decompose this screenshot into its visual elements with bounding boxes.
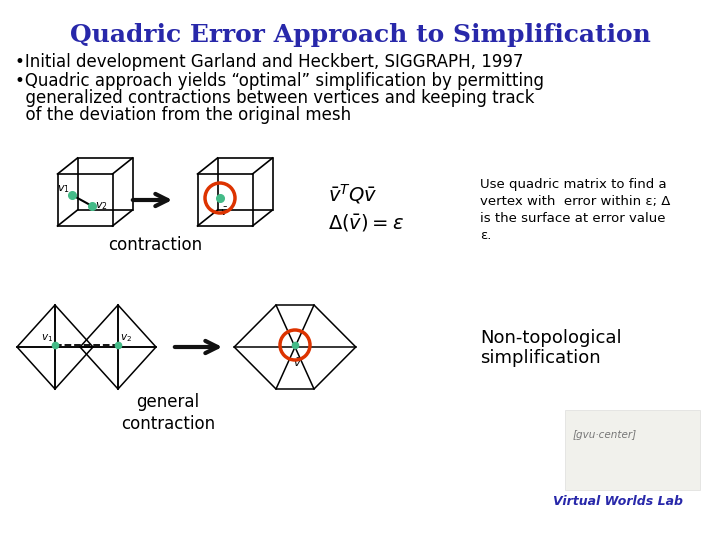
- FancyBboxPatch shape: [565, 410, 700, 490]
- Text: $v_1$: $v_1$: [57, 183, 69, 195]
- Text: •Quadric approach yields “optimal” simplification by permitting: •Quadric approach yields “optimal” simpl…: [15, 72, 544, 90]
- Text: of the deviation from the original mesh: of the deviation from the original mesh: [15, 106, 351, 124]
- Text: contraction: contraction: [108, 236, 202, 254]
- Text: Non-topological: Non-topological: [480, 329, 621, 347]
- Text: simplification: simplification: [480, 349, 600, 367]
- Text: $v_2$: $v_2$: [94, 200, 107, 212]
- Text: Use quadric matrix to find a
vertex with  error within ε; Δ
is the surface at er: Use quadric matrix to find a vertex with…: [480, 178, 670, 242]
- Text: general
contraction: general contraction: [121, 393, 215, 433]
- Text: [gvu·center]: [gvu·center]: [573, 430, 637, 440]
- Text: $\bar{v}$: $\bar{v}$: [220, 206, 228, 218]
- Text: $\bar{v}$: $\bar{v}$: [292, 357, 302, 369]
- Text: •Initial development Garland and Heckbert, SIGGRAPH, 1997: •Initial development Garland and Heckber…: [15, 53, 523, 71]
- Text: $v_1$: $v_1$: [41, 332, 53, 344]
- Text: $v_2$: $v_2$: [120, 332, 132, 344]
- Text: $\bar{v}^T Q\bar{v}$: $\bar{v}^T Q\bar{v}$: [328, 182, 378, 206]
- Text: $\Delta(\bar{v}) = \varepsilon$: $\Delta(\bar{v}) = \varepsilon$: [328, 212, 404, 233]
- Text: Quadric Error Approach to Simplification: Quadric Error Approach to Simplification: [70, 23, 650, 47]
- Text: generalized contractions between vertices and keeping track: generalized contractions between vertice…: [15, 89, 534, 107]
- Text: Virtual Worlds Lab: Virtual Worlds Lab: [553, 495, 683, 508]
